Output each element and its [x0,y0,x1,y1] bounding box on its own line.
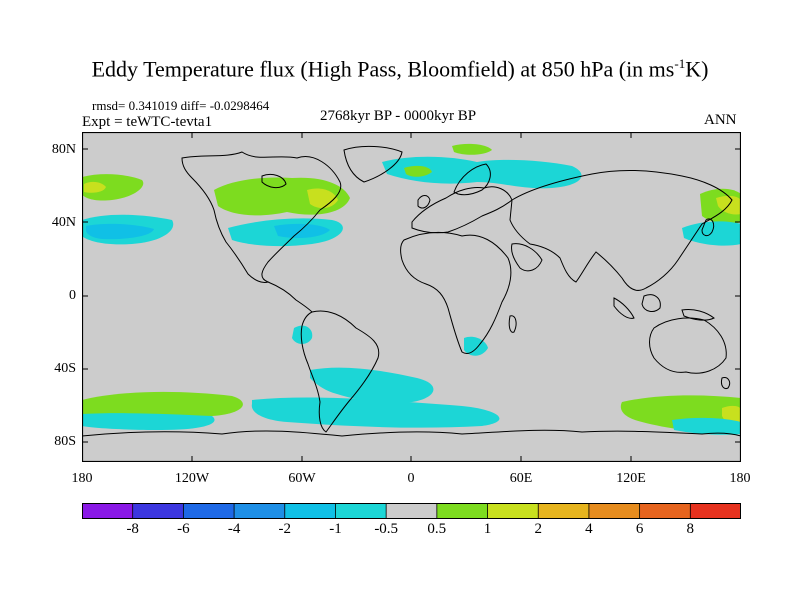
lat-label-eq: 0 [69,288,76,303]
colorbar-label-1: -6 [177,521,190,537]
coast-scandinavia [453,163,491,196]
anomaly-n-america-yellow [307,188,338,209]
coast-australia [649,317,727,374]
coastlines [82,145,741,437]
anomaly-greenland-green [404,165,432,177]
world-map [82,132,741,462]
colorbar-cell-8 [487,503,540,519]
lat-label-80n: 80N [51,142,76,157]
coast-japan [701,218,715,237]
colorbar-cell-9 [537,503,590,519]
colorbar-label-4: -1 [329,521,342,537]
colorbar-cell-5 [335,503,388,519]
anomaly-n-pacific-blue [86,223,154,240]
lon-label-180w: 180 [71,471,93,486]
plot-title: Eddy Temperature flux (High Pass, Bloomf… [91,56,709,82]
colorbar-label-3: -2 [278,521,292,537]
coast-central-america [267,281,313,313]
colorbar-cell-4 [284,503,337,519]
season-label: ANN [704,112,737,128]
period-label: 2768kyr BP - 0000kyr BP [320,108,477,124]
coast-south-america [300,310,380,433]
colorbar-cell-12 [689,503,741,519]
coast-sumatra [613,297,635,319]
colorbar-label-7: 1 [483,521,492,537]
coast-greenland [343,145,403,183]
rmsd-diff-stats: rmsd= 0.341019 diff= -0.0298464 [92,98,270,113]
colorbar-label-0: -8 [126,521,139,537]
coast-africa [400,232,512,355]
colorbar-cell-0 [82,503,134,519]
colorbar-label-8: 2 [534,521,542,537]
colorbar-cell-6 [385,503,438,519]
coast-arabia [511,243,543,272]
lon-label-0: 0 [407,471,415,486]
anomaly-s-pacific-cyan [82,413,215,430]
coast-north-america [181,151,342,283]
anomaly-arctic-cyan [382,156,582,189]
anomaly-s-pacific-green [82,391,243,417]
coast-new-zealand [721,377,731,389]
colorbar-cell-2 [182,503,235,519]
colorbar-label-9: 4 [585,521,593,537]
coast-asia [509,169,733,291]
colorbar-cell-11 [639,503,692,519]
anomaly-arctic-green-n [452,143,492,155]
anomaly-w-atlantic-blue [274,223,330,238]
lon-label-120e: 120E [616,471,646,486]
colorbar-label-2: -4 [227,521,241,537]
lat-label-40s: 40S [54,361,76,376]
lon-label-60e: 60E [509,471,533,486]
colorbar-cell-10 [588,503,641,519]
anomaly-s-america-cyan [292,325,313,344]
lon-label-180e: 180 [729,471,751,486]
colorbar [82,503,741,519]
coast-britain [417,195,431,209]
colorbar-label-6: 0.5 [427,521,447,537]
experiment-label: Expt = teWTC-tevta1 [82,114,213,130]
lon-label-60w: 60W [288,471,316,486]
anomaly-n-pacific-green [82,174,144,201]
colorbar-cell-3 [233,503,286,519]
coast-antarctica [82,429,741,437]
anomaly-fields [82,143,741,435]
anomaly-s-ocean-cyan [251,397,500,428]
colorbar-label-5: -0.5 [374,521,399,537]
lat-label-40n: 40N [51,215,76,230]
colorbar-cell-7 [436,503,489,519]
colorbar-cell-1 [132,503,185,519]
colorbar-label-10: 6 [635,521,644,537]
anomaly-s-atlantic-cyan [310,367,434,404]
lat-label-80s: 80S [54,434,76,449]
coast-borneo [641,294,661,312]
lon-label-120w: 120W [174,471,210,486]
coast-hudson-bay [261,173,287,189]
colorbar-label-11: 8 [686,521,695,537]
anomaly-n-pacific-yellow [84,181,106,193]
axis-ticks [82,132,741,462]
coast-madagascar [508,315,517,333]
anomaly-s-indian-cyan [672,417,741,435]
